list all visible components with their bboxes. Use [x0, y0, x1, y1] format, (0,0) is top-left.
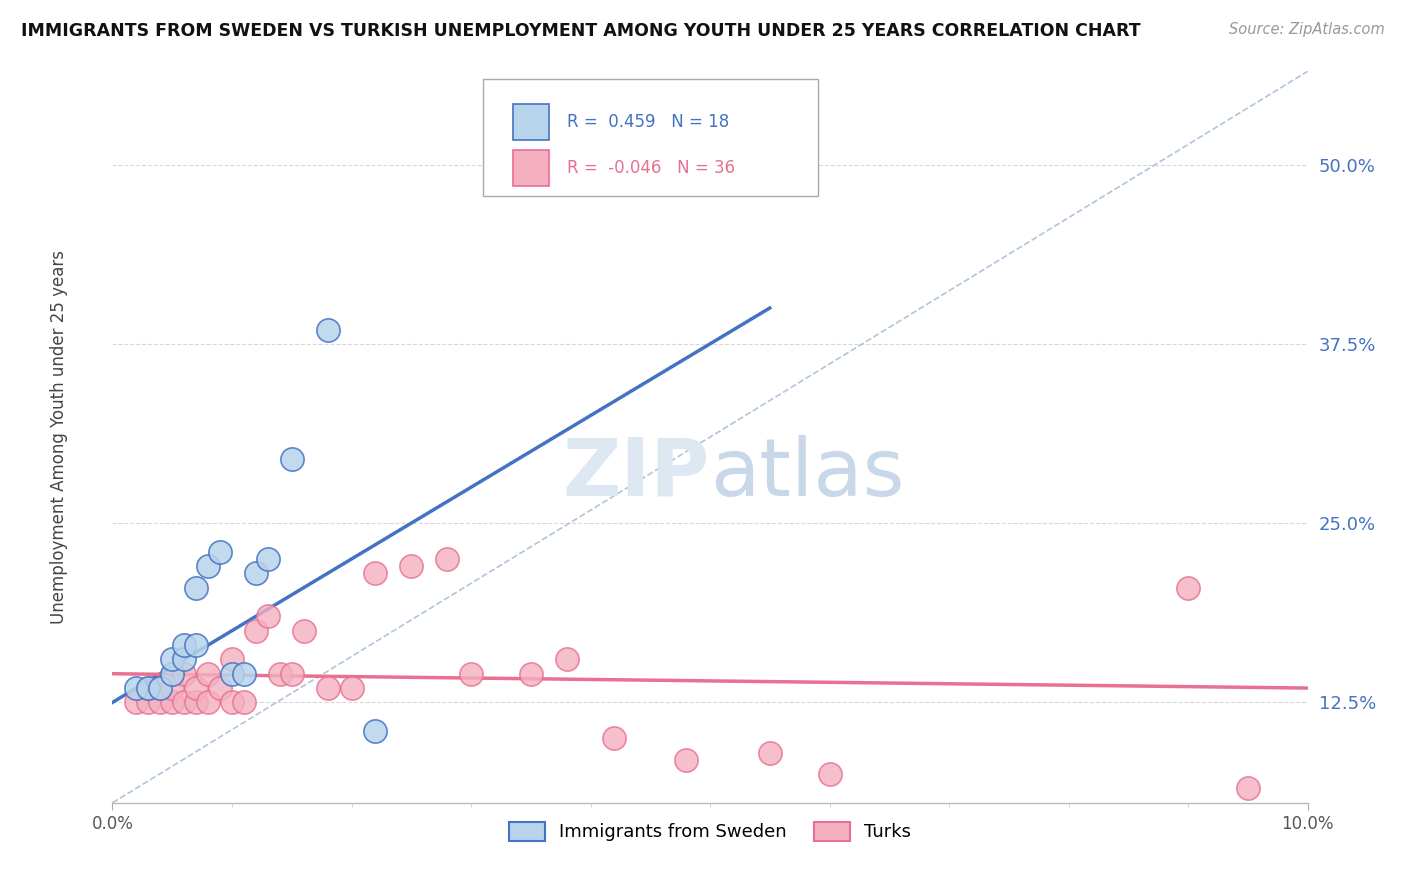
Point — [173, 695, 195, 709]
Point — [197, 559, 219, 574]
Point — [197, 666, 219, 681]
Point — [173, 666, 195, 681]
Text: Source: ZipAtlas.com: Source: ZipAtlas.com — [1229, 22, 1385, 37]
Point — [460, 666, 482, 681]
Point — [245, 624, 267, 638]
Point — [149, 695, 172, 709]
Point — [1237, 781, 1260, 796]
Text: atlas: atlas — [710, 434, 904, 513]
Point — [257, 609, 280, 624]
Point — [292, 624, 315, 638]
FancyBboxPatch shape — [484, 78, 818, 195]
Text: Unemployment Among Youth under 25 years: Unemployment Among Youth under 25 years — [49, 250, 67, 624]
Text: ZIP: ZIP — [562, 434, 710, 513]
Point — [186, 581, 208, 595]
Point — [555, 652, 578, 666]
Point — [173, 652, 195, 666]
Point — [436, 552, 458, 566]
Point — [186, 681, 208, 695]
Point — [316, 322, 339, 336]
Point — [818, 767, 841, 781]
Point — [364, 724, 387, 739]
Point — [173, 638, 195, 652]
Point — [209, 545, 232, 559]
Point — [269, 666, 291, 681]
Point — [125, 695, 148, 709]
Point — [257, 552, 280, 566]
Point — [162, 695, 183, 709]
Point — [221, 695, 243, 709]
Point — [340, 681, 363, 695]
Point — [675, 753, 697, 767]
Point — [197, 695, 219, 709]
Point — [281, 666, 304, 681]
Point — [138, 695, 160, 709]
Point — [138, 681, 160, 695]
Point — [1177, 581, 1199, 595]
Legend: Immigrants from Sweden, Turks: Immigrants from Sweden, Turks — [502, 814, 918, 848]
Point — [186, 638, 208, 652]
Point — [245, 566, 267, 581]
Point — [186, 695, 208, 709]
FancyBboxPatch shape — [513, 150, 548, 186]
Point — [401, 559, 423, 574]
Point — [221, 652, 243, 666]
Point — [221, 666, 243, 681]
Point — [149, 681, 172, 695]
Point — [138, 681, 160, 695]
Text: R =  0.459   N = 18: R = 0.459 N = 18 — [567, 112, 728, 131]
Point — [316, 681, 339, 695]
Point — [233, 666, 256, 681]
Point — [149, 681, 172, 695]
Point — [364, 566, 387, 581]
Point — [603, 731, 626, 746]
Point — [125, 681, 148, 695]
Text: R =  -0.046   N = 36: R = -0.046 N = 36 — [567, 159, 735, 177]
Point — [162, 666, 183, 681]
Point — [162, 681, 183, 695]
Point — [759, 746, 782, 760]
Text: IMMIGRANTS FROM SWEDEN VS TURKISH UNEMPLOYMENT AMONG YOUTH UNDER 25 YEARS CORREL: IMMIGRANTS FROM SWEDEN VS TURKISH UNEMPL… — [21, 22, 1140, 40]
Point — [233, 695, 256, 709]
Point — [209, 681, 232, 695]
Point — [281, 451, 304, 466]
Point — [162, 652, 183, 666]
Point — [520, 666, 543, 681]
FancyBboxPatch shape — [513, 103, 548, 140]
